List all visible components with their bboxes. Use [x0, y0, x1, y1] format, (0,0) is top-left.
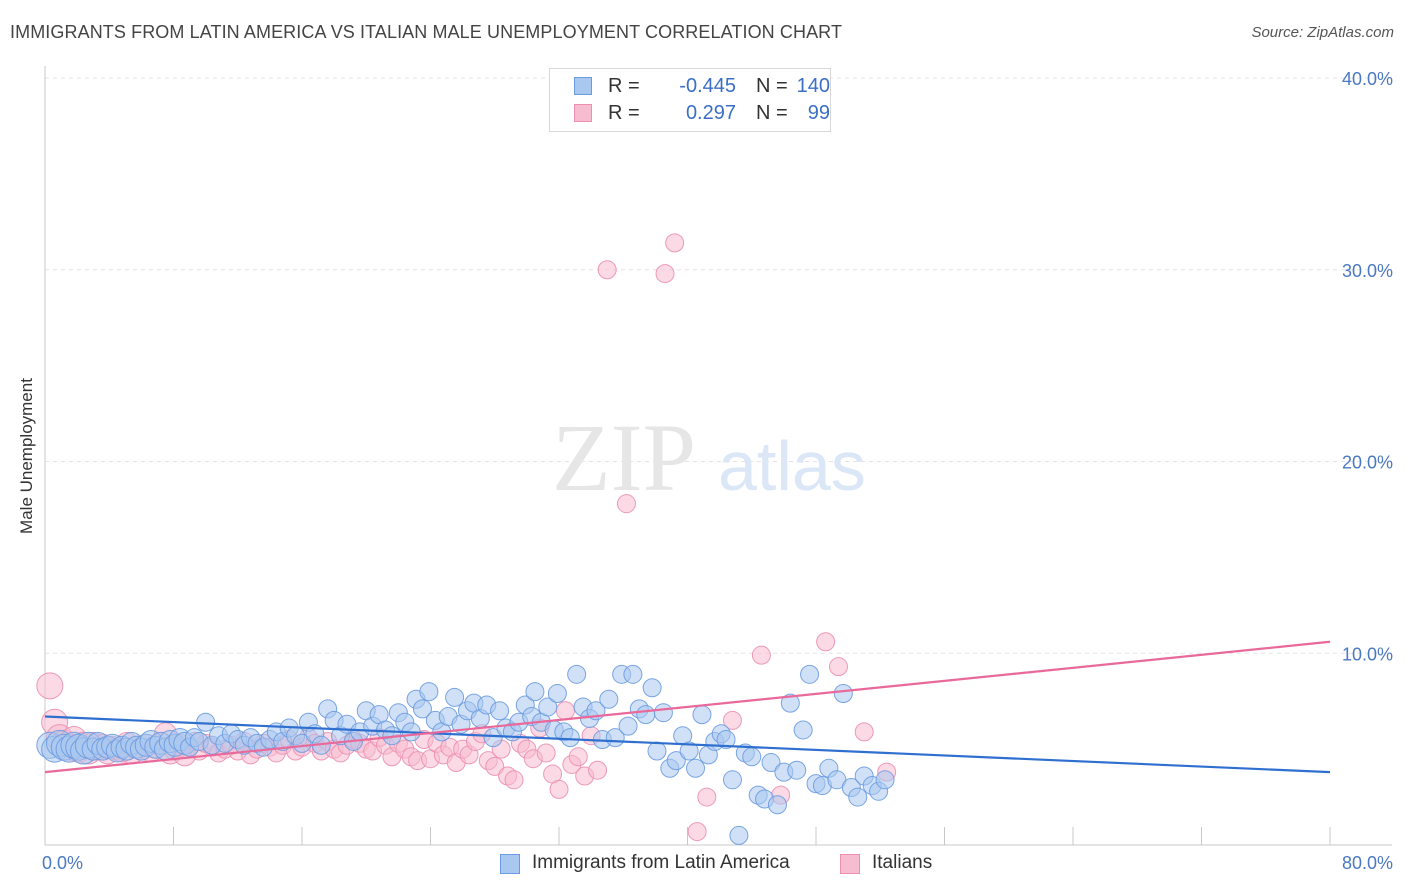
italians-point	[697, 787, 717, 807]
italians-point	[816, 632, 836, 652]
latin-america-point	[412, 699, 432, 719]
legend-r-label: R =	[608, 102, 640, 124]
y-tick-label: 30.0%	[1342, 261, 1393, 281]
italians-point	[751, 645, 771, 665]
italians-point	[536, 743, 556, 763]
italians-point	[655, 264, 675, 284]
correlation-legend: R = -0.445 N = 140 R = 0.297 N = 99	[549, 68, 831, 132]
latin-america-point	[642, 678, 662, 698]
y-tick-labels: 10.0% 20.0% 30.0% 40.0%	[1342, 69, 1393, 664]
italians-point	[722, 710, 742, 730]
latin-america-trend-line	[44, 715, 1331, 774]
trend-lines	[44, 640, 1331, 774]
latin-america-point	[716, 730, 736, 750]
legend-n-label: N =	[756, 75, 788, 97]
latin-america-point	[623, 664, 643, 684]
latin-america-point	[599, 689, 619, 709]
latin-america-point	[848, 787, 868, 807]
latin-america-point	[560, 728, 580, 748]
legend-r-label: R =	[608, 75, 640, 97]
italians-point	[555, 701, 575, 721]
italians-point	[549, 779, 569, 799]
latin-america-points	[36, 664, 895, 845]
watermark: ZIP atlas	[552, 404, 866, 511]
latin-america-point	[525, 682, 545, 702]
latin-america-point	[686, 758, 706, 778]
legend-r-value: 0.297	[685, 102, 736, 124]
latin-america-point	[567, 664, 587, 684]
latin-america-point	[742, 747, 762, 767]
latin-america-point	[483, 728, 503, 748]
latin-america-point	[729, 825, 749, 845]
legend-label: Italians	[872, 852, 933, 873]
latin-america-point	[647, 741, 667, 761]
chart-title: IMMIGRANTS FROM LATIN AMERICA VS ITALIAN…	[10, 22, 843, 42]
latin-america-point	[692, 705, 712, 725]
latin-america-point	[653, 703, 673, 723]
legend-item-latin-america: Immigrants from Latin America	[500, 851, 820, 877]
latin-america-point	[666, 751, 686, 771]
italians-point	[828, 657, 848, 677]
watermark-atlas: atlas	[718, 427, 866, 505]
latin-america-point	[780, 693, 800, 713]
legend-r-value: -0.445	[679, 75, 736, 97]
italians-point	[504, 770, 524, 790]
latin-america-point	[761, 753, 781, 773]
legend-n-value: 99	[807, 102, 830, 124]
latin-america-point	[547, 684, 567, 704]
italians-point	[588, 760, 608, 780]
x-tick-label: 80.0%	[1342, 853, 1393, 873]
y-tick-label: 40.0%	[1342, 69, 1393, 89]
latin-america-point	[445, 687, 465, 707]
legend-n-value: 140	[796, 75, 830, 97]
latin-america-point	[679, 741, 699, 761]
y-tick-label: 10.0%	[1342, 644, 1393, 664]
italians-trend-line	[44, 640, 1331, 774]
blue-swatch	[574, 77, 592, 95]
legend-item-italians: Italians	[840, 851, 960, 877]
latin-america-point	[490, 701, 510, 721]
italians-point	[854, 722, 874, 742]
latin-america-point	[292, 733, 312, 753]
latin-america-point	[787, 760, 807, 780]
italians-point	[687, 822, 707, 842]
latin-america-point	[636, 705, 656, 725]
x-tick-labels: 0.0% 80.0%	[42, 853, 1393, 873]
legend-n-label: N =	[756, 102, 788, 124]
blue-swatch	[500, 854, 520, 874]
latin-america-point	[793, 720, 813, 740]
y-tick-label: 20.0%	[1342, 453, 1393, 473]
latin-america-point	[875, 770, 895, 790]
italians-point	[597, 260, 617, 280]
latin-america-point	[722, 770, 742, 790]
gridlines	[45, 77, 1392, 654]
chart-source: Source: ZipAtlas.com	[1251, 24, 1394, 41]
legend-label: Immigrants from Latin America	[532, 852, 790, 873]
latin-america-point	[618, 716, 638, 736]
latin-america-point	[419, 682, 439, 702]
latin-america-point	[767, 795, 787, 815]
pink-swatch	[574, 104, 592, 122]
x-tick-label: 0.0%	[42, 853, 83, 873]
latin-america-point	[538, 697, 558, 717]
italians-point	[665, 233, 685, 253]
italians-point	[485, 756, 505, 776]
watermark-zip: ZIP	[552, 404, 696, 511]
latin-america-point	[833, 684, 853, 704]
italians-point	[568, 747, 588, 767]
latin-america-point	[800, 664, 820, 684]
pink-swatch	[840, 854, 860, 874]
italians-point	[616, 494, 636, 514]
italians-point	[36, 672, 64, 700]
